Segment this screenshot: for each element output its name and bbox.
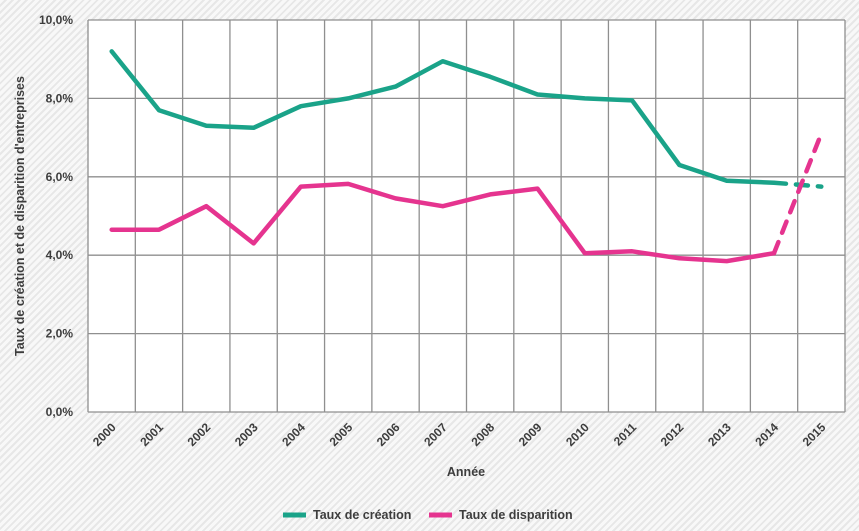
y-tick-label: 2,0% (46, 327, 74, 341)
y-tick-label: 8,0% (46, 91, 74, 105)
legend: Taux de création Taux de disparition (283, 508, 573, 522)
x-tick-label: 2001 (137, 420, 166, 449)
series-projection-0 (771, 180, 824, 189)
x-tick-label: 2012 (658, 420, 687, 449)
x-tick-label: 2008 (468, 420, 497, 449)
x-tick-label: 2015 (800, 420, 829, 449)
grid-lines (87, 19, 846, 413)
x-tick-label: 2010 (563, 420, 592, 449)
x-tick-labels: 2000 2001 2002 2003 2004 2005 2006 2007 2008 2009… (90, 420, 829, 449)
x-tick-label: 2009 (516, 420, 545, 449)
legend-label-disparition: Taux de disparition (459, 508, 573, 522)
x-tick-label: 2005 (327, 420, 356, 449)
x-tick-label: 2004 (279, 420, 308, 449)
x-tick-label: 2013 (705, 420, 734, 449)
y-tick-label: 10,0% (39, 13, 73, 27)
y-tick-label: 6,0% (46, 170, 74, 184)
x-axis-title: Année (447, 465, 485, 479)
y-axis-title: Taux de création et de disparition d'ent… (13, 76, 27, 356)
x-tick-label: 2011 (611, 420, 640, 449)
x-tick-label: 2006 (374, 420, 403, 449)
series-lines (109, 49, 824, 264)
x-tick-label: 2007 (421, 420, 450, 449)
x-tick-label: 2014 (752, 420, 781, 449)
legend-label-creation: Taux de création (313, 508, 411, 522)
y-tick-labels: 0,0% 2,0% 4,0% 6,0% 8,0% 10,0% (39, 13, 73, 419)
y-tick-label: 4,0% (46, 248, 74, 262)
x-tick-label: 2002 (185, 420, 214, 449)
x-tick-label: 2003 (232, 420, 261, 449)
x-tick-label: 2000 (90, 420, 119, 449)
series-projection-1 (771, 131, 824, 256)
y-tick-label: 0,0% (46, 405, 74, 419)
